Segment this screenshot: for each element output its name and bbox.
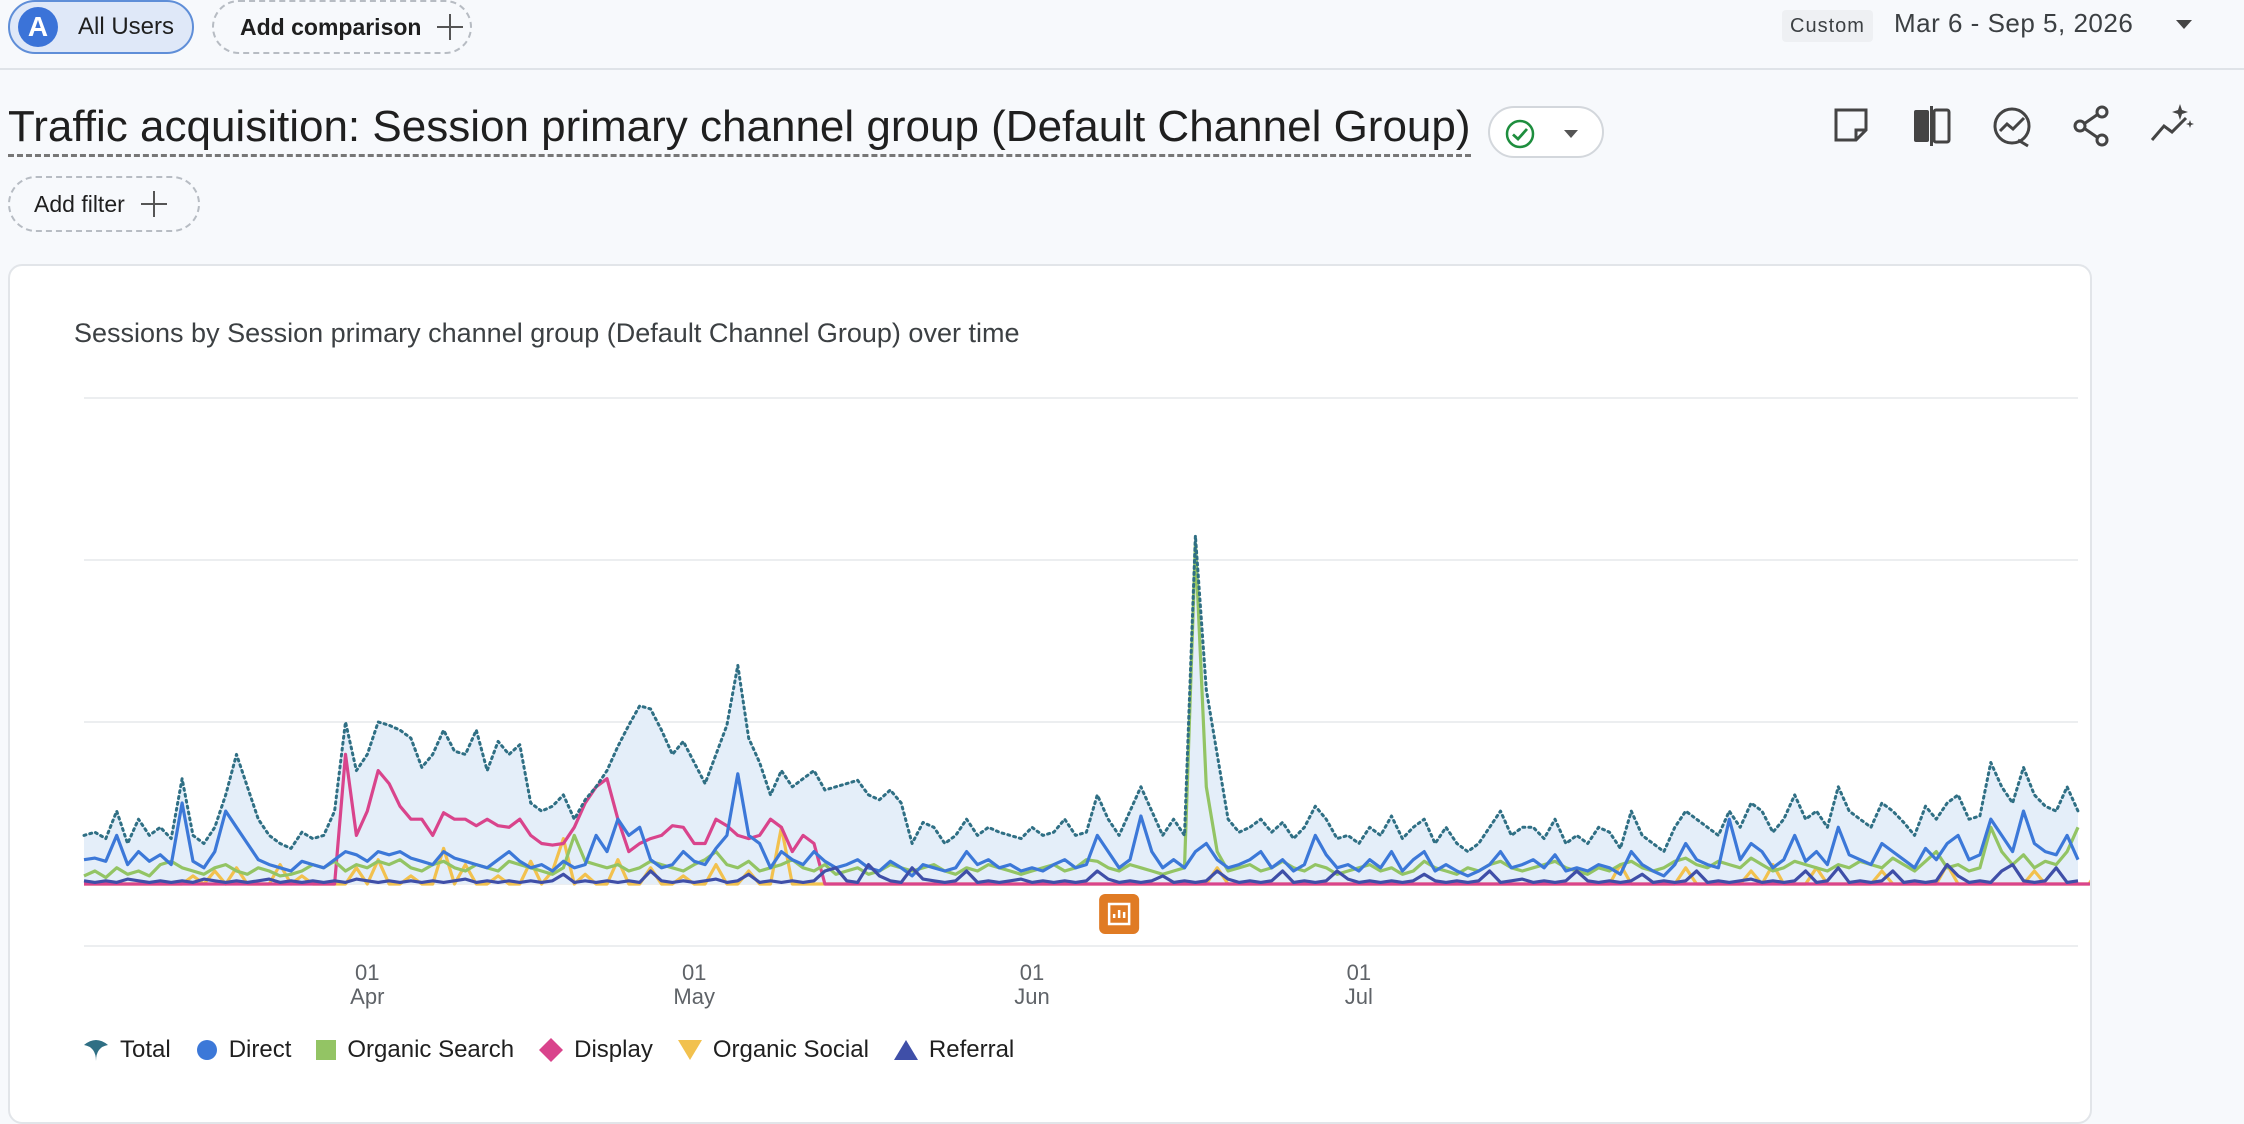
x-tick-day: 01	[1020, 960, 1044, 985]
note-button[interactable]	[1826, 100, 1878, 152]
legend-item-total[interactable]: Total	[82, 1036, 171, 1064]
insights-button[interactable]	[1986, 100, 2038, 152]
date-range-picker[interactable]: Mar 6 - Sep 5, 2026	[1894, 8, 2134, 38]
legend-label: Direct	[228, 1036, 292, 1063]
share-icon	[2073, 105, 2109, 147]
legend-item-organic-social[interactable]: Organic Social	[677, 1036, 869, 1064]
add-comparison-label: Add comparison	[240, 13, 422, 40]
chart-legend: Total Direct Organic Search Display Organic …	[82, 1036, 1038, 1064]
legend-marker-icon	[316, 1040, 337, 1060]
legend-item-display[interactable]: Display	[538, 1036, 653, 1064]
series-line-organic-search	[83, 542, 2080, 880]
x-tick-day: 01	[355, 960, 379, 985]
legend-label: Total	[120, 1036, 171, 1063]
x-tick-month: Jul	[1345, 984, 1373, 1009]
legend-marker-icon	[539, 1038, 564, 1062]
legend-label: Organic Social	[712, 1036, 869, 1063]
x-tick-month: Jun	[1014, 984, 1049, 1009]
legend-marker-icon	[84, 1040, 108, 1061]
legend-marker-icon	[196, 1040, 217, 1060]
x-tick-day: 01	[1347, 960, 1371, 985]
add-filter-label: Add filter	[34, 190, 125, 217]
share-button[interactable]	[2066, 100, 2118, 152]
series-line-display	[84, 752, 2090, 886]
page-title[interactable]: Traffic acquisition: Session primary cha…	[8, 100, 1471, 157]
series-line-direct	[83, 772, 2080, 878]
annotation-marker[interactable]	[1099, 894, 1140, 934]
compare-button[interactable]	[1906, 100, 1958, 152]
report-status-dropdown[interactable]	[1488, 106, 1604, 158]
check-circle-icon	[1505, 119, 1535, 149]
insights-chart-icon	[1993, 107, 2031, 148]
note-icon	[1834, 108, 1868, 142]
plus-icon	[437, 14, 464, 40]
compare-columns-icon	[1914, 106, 1951, 146]
legend-item-direct[interactable]: Direct	[195, 1036, 292, 1064]
legend-label: Display	[574, 1036, 653, 1063]
annotation-icon	[1107, 902, 1131, 926]
add-comparison-button[interactable]: Add comparison	[212, 0, 472, 54]
series-line-referral	[83, 863, 2079, 884]
explore-button[interactable]	[2146, 100, 2198, 152]
add-filter-button[interactable]: Add filter	[8, 176, 200, 232]
segment-label: All Users	[78, 13, 175, 40]
x-tick-month: Apr	[350, 984, 384, 1009]
series-line-total	[82, 534, 2080, 854]
series-area-total	[84, 535, 2078, 884]
chart-card: Sessions by Session primary channel grou…	[8, 264, 2092, 1124]
date-preset-badge: Custom	[1782, 10, 1873, 42]
legend-item-referral[interactable]: Referral	[893, 1036, 1014, 1064]
chevron-down-icon	[1564, 130, 1578, 138]
chart-title: Sessions by Session primary channel grou…	[74, 318, 1020, 348]
legend-item-organic-search[interactable]: Organic Search	[315, 1036, 514, 1064]
x-tick-day: 01	[682, 960, 706, 985]
legend-label: Referral	[928, 1036, 1015, 1063]
segment-chip-all-users[interactable]: A All Users	[8, 0, 194, 54]
top-bar: A All Users Add comparison Custom Mar 6 …	[0, 0, 2244, 70]
segment-avatar: A	[18, 7, 58, 47]
legend-marker-icon	[893, 1040, 918, 1060]
chevron-down-icon[interactable]	[2176, 20, 2192, 29]
sparkle-trend-icon	[2150, 104, 2194, 141]
x-tick-month: May	[673, 984, 715, 1009]
legend-label: Organic Search	[347, 1036, 515, 1063]
legend-marker-icon	[677, 1040, 702, 1060]
plus-icon	[140, 191, 167, 217]
